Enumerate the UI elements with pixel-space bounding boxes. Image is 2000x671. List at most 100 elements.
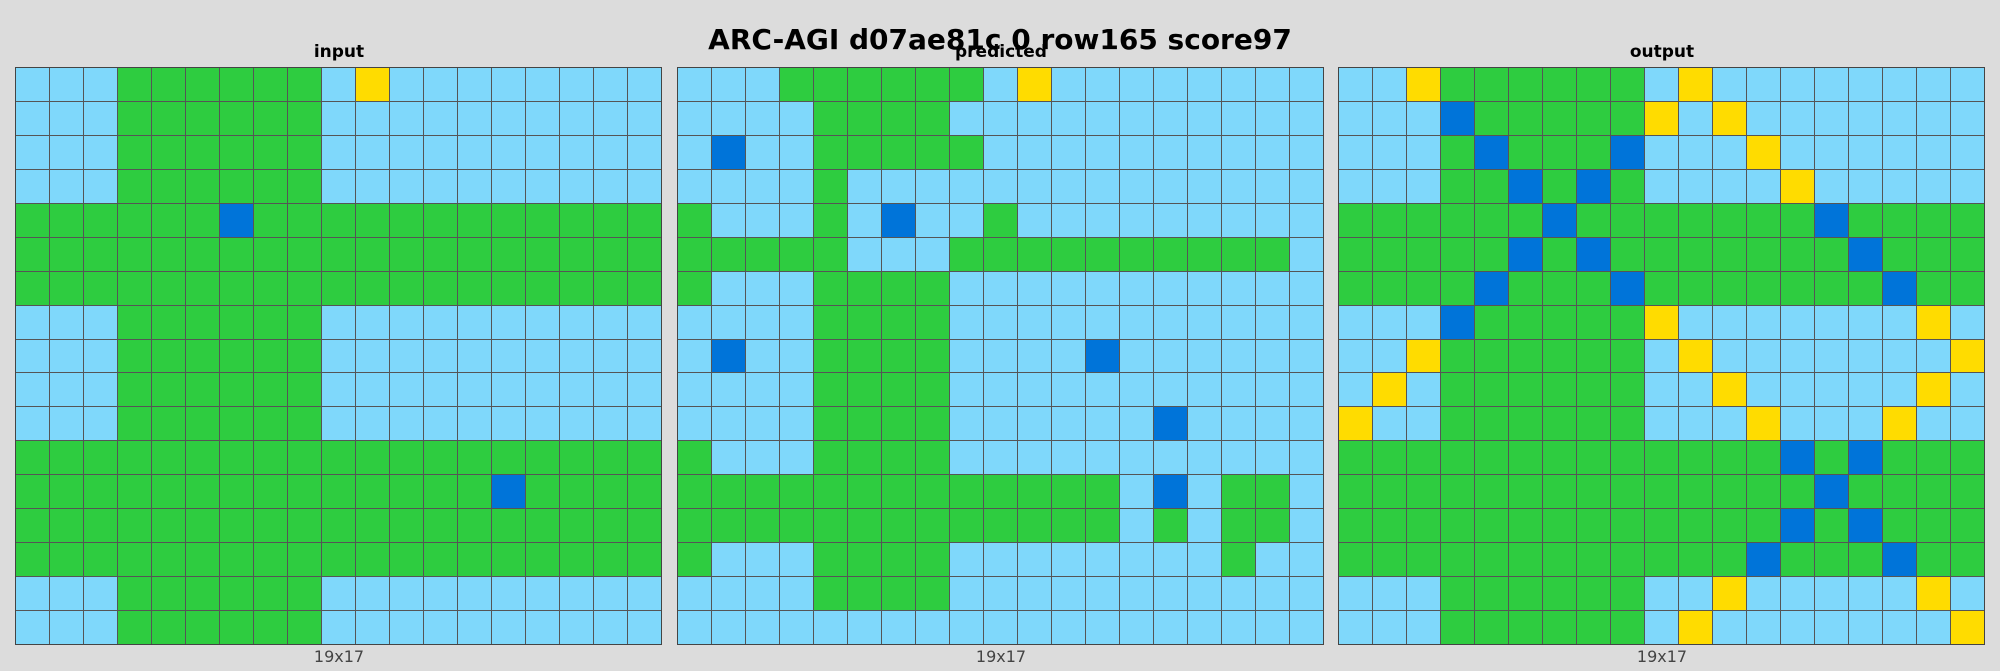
grid-cell <box>1441 577 1474 611</box>
grid-cell <box>882 577 915 611</box>
grid-cell <box>1815 305 1848 339</box>
grid-cell <box>984 509 1017 543</box>
grid-cell <box>882 373 915 407</box>
grid-cell <box>712 577 745 611</box>
grid-cell <box>1256 101 1289 135</box>
grid-cell <box>322 271 355 305</box>
grid-cell <box>746 169 779 203</box>
grid-cell <box>1611 475 1644 509</box>
grid-cell <box>186 441 219 475</box>
grid-cell <box>1052 203 1085 237</box>
grid-cell <box>1188 339 1221 373</box>
grid-cell <box>1018 339 1051 373</box>
grid-cell <box>1849 339 1882 373</box>
grid-cell <box>1679 475 1712 509</box>
grid-cell <box>1018 101 1051 135</box>
grid-cell <box>1543 135 1576 169</box>
grid-cell <box>1188 475 1221 509</box>
grid-cell <box>1290 271 1323 305</box>
grid-cell <box>1373 407 1406 441</box>
grid-cell <box>118 305 151 339</box>
grid-cell <box>950 135 983 169</box>
grid-cell <box>118 509 151 543</box>
grid-cell <box>1509 407 1542 441</box>
grid-cell <box>678 543 711 577</box>
grid-cell <box>1373 101 1406 135</box>
grid-cell <box>1577 441 1610 475</box>
grid-cell <box>1086 305 1119 339</box>
grid-cell <box>186 305 219 339</box>
grid-cell <box>458 305 491 339</box>
grid-cell <box>1086 577 1119 611</box>
grid-cell <box>390 339 423 373</box>
grid-cell <box>1917 237 1950 271</box>
grid-cell <box>780 509 813 543</box>
grid-cell <box>152 407 185 441</box>
grid-cell <box>1611 271 1644 305</box>
grid-cell <box>746 101 779 135</box>
grid-cell <box>1577 475 1610 509</box>
grid-cell <box>1256 543 1289 577</box>
grid-cell <box>1509 577 1542 611</box>
grid-cell <box>712 373 745 407</box>
grid-cell <box>1611 203 1644 237</box>
grid-cell <box>84 305 117 339</box>
grid-cell <box>1781 475 1814 509</box>
grid-cell <box>1849 68 1882 101</box>
grid-cell <box>594 237 627 271</box>
grid-cell <box>492 611 525 644</box>
predicted-panel: predicted 19x17 <box>677 41 1325 667</box>
grid-cell <box>1849 509 1882 543</box>
grid-cell <box>1951 475 1984 509</box>
grid-cell <box>1256 407 1289 441</box>
grid-cell <box>1883 135 1916 169</box>
grid-cell <box>526 509 559 543</box>
grid-cell <box>916 237 949 271</box>
grid-cell <box>712 237 745 271</box>
grid-cell <box>356 203 389 237</box>
grid-cell <box>1713 237 1746 271</box>
grid-cell <box>458 611 491 644</box>
grid-cell <box>254 169 287 203</box>
grid-cell <box>16 101 49 135</box>
grid-cell <box>118 373 151 407</box>
grid-cell <box>152 543 185 577</box>
grid-cell <box>746 135 779 169</box>
grid-cell <box>1577 373 1610 407</box>
grid-cell <box>1120 509 1153 543</box>
grid-cell <box>1290 339 1323 373</box>
grid-cell <box>848 543 881 577</box>
grid-cell <box>254 611 287 644</box>
panel-title: predicted <box>955 42 1047 62</box>
grid-cell <box>1713 305 1746 339</box>
grid-cell <box>118 101 151 135</box>
grid-cell <box>50 68 83 101</box>
grid-cell <box>1120 101 1153 135</box>
grid-cell <box>1577 407 1610 441</box>
grid-cell <box>1222 135 1255 169</box>
grid-cell <box>220 611 253 644</box>
grid-cell <box>1883 611 1916 644</box>
grid-cell <box>1713 611 1746 644</box>
grid-cell <box>594 509 627 543</box>
grid-cell <box>1951 407 1984 441</box>
grid-cell <box>1645 611 1678 644</box>
grid-cell <box>814 169 847 203</box>
grid-cell <box>628 339 661 373</box>
grid-cell <box>1290 305 1323 339</box>
grid-cell <box>1120 339 1153 373</box>
panel-title: input <box>313 42 365 62</box>
grid-cell <box>186 509 219 543</box>
grid-cell <box>1747 101 1780 135</box>
grid-cell <box>560 68 593 101</box>
grid-cell <box>84 543 117 577</box>
grid-cell <box>492 373 525 407</box>
grid-cell <box>50 475 83 509</box>
grid-cell <box>984 169 1017 203</box>
grid-cell <box>50 611 83 644</box>
grid-cell <box>1052 577 1085 611</box>
grid-cell <box>1441 441 1474 475</box>
grid-cell <box>1290 441 1323 475</box>
grid-cell <box>1611 68 1644 101</box>
grid-cell <box>16 611 49 644</box>
